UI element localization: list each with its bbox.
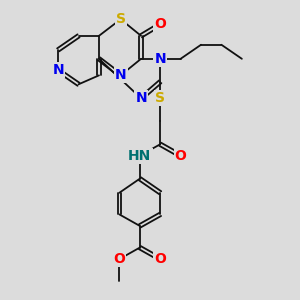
Text: O: O <box>113 252 125 266</box>
Text: N: N <box>52 63 64 77</box>
Text: N: N <box>154 52 166 66</box>
Text: HN: HN <box>128 149 152 163</box>
Text: O: O <box>175 149 187 163</box>
Text: N: N <box>135 91 147 105</box>
Text: O: O <box>154 252 166 266</box>
Text: O: O <box>154 17 166 32</box>
Text: N: N <box>115 68 127 83</box>
Text: S: S <box>155 91 165 105</box>
Text: S: S <box>116 12 126 26</box>
